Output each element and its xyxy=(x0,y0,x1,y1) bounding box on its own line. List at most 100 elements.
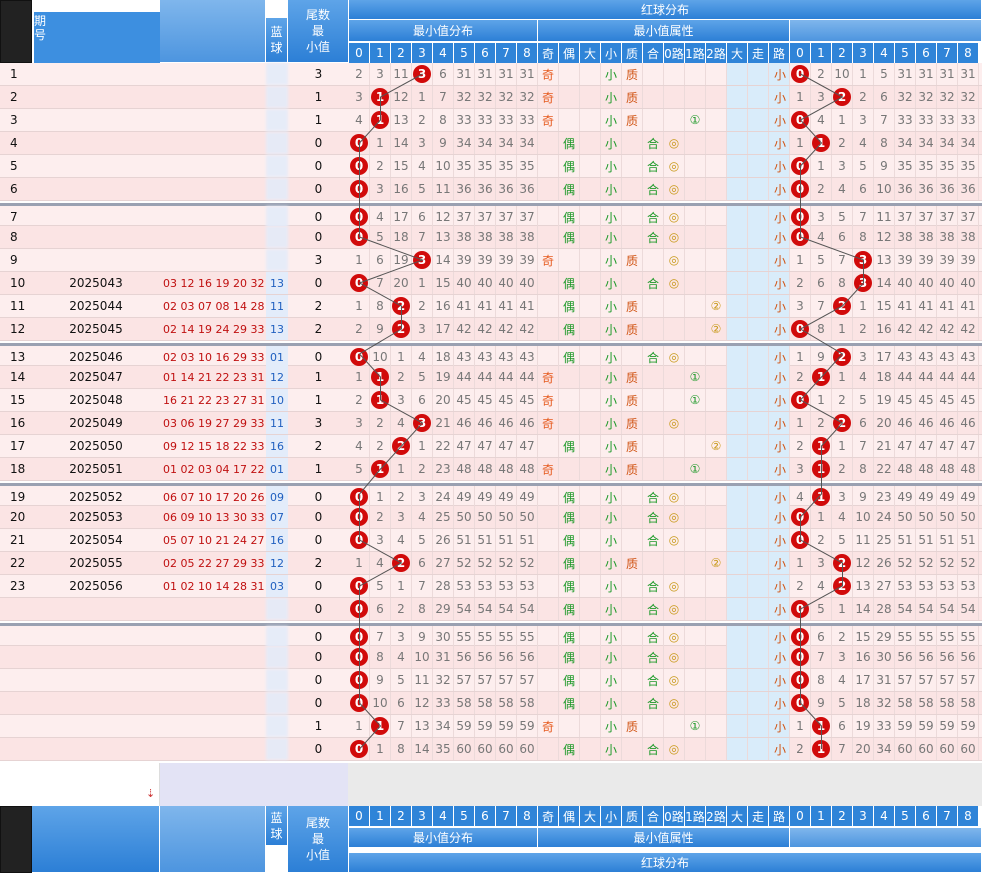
right-digit-cell: 41 xyxy=(937,295,958,317)
attribute-cell: ② xyxy=(706,295,727,317)
table-row[interactable]: 17 2025050 09 12 15 18 22 33 16 2 4 2 2 1 22 47 47 4… xyxy=(0,435,982,458)
table-row[interactable]: 14 2025047 01 14 21 22 23 31 12 1 1 1 2 5 19 44 44 4… xyxy=(0,366,982,389)
period-cell xyxy=(32,692,160,714)
attribute-cell xyxy=(706,155,727,177)
table-row[interactable]: 8 0 0 5 18 7 13 38 38 38 38 偶小合 ◎ 0 4 6 8 12 38 38 38 38 小 xyxy=(0,226,982,249)
table-row[interactable]: 0 0 1 8 14 35 60 60 60 60 偶小合 ◎ 2 1 7 20 34 60 60 60 60 小 xyxy=(0,738,982,761)
red-ball-marker: 0 xyxy=(791,628,809,646)
red-ball-marker: 0 xyxy=(350,348,368,366)
period-input[interactable]: ⇣ xyxy=(0,763,160,806)
attribute-cell xyxy=(685,295,706,317)
digit-header-7: 7 xyxy=(496,43,517,63)
table-row[interactable]: 9 3 1 6 19 3 14 39 39 39 39 奇小质 ◎ 1 5 7 3 13 39 39 39 39 小 xyxy=(0,249,982,272)
period-cell xyxy=(32,669,160,691)
red-numbers-cell: 01 14 21 22 23 31 xyxy=(163,370,265,384)
table-row[interactable]: 12 2025045 02 14 19 24 29 33 13 2 2 9 2 3 17 42 42 4… xyxy=(0,318,982,341)
table-row[interactable]: 0 0 10 6 12 33 58 58 58 58 偶小合 ◎ 0 9 5 18 32 58 58 58 58 小 xyxy=(0,692,982,715)
period-column-header xyxy=(32,806,160,873)
min-digit-cell: 2 xyxy=(391,598,412,620)
right-digit-cell: 6 xyxy=(853,412,874,434)
table-row[interactable]: 0 0 9 5 11 32 57 57 57 57 偶小合 ◎ 0 8 4 17 31 57 57 57 57 小 xyxy=(0,669,982,692)
row-index: 2 xyxy=(10,90,18,104)
attribute-cell: 偶 xyxy=(559,295,580,317)
attribute-cell xyxy=(622,529,643,551)
min-digit-cell: 33 xyxy=(475,109,496,131)
table-row[interactable]: 10 2025043 03 12 16 19 20 32 13 0 0 7 20 1 15 40 40… xyxy=(0,272,982,295)
min-digit-cell: 8 xyxy=(412,598,433,620)
right-digit-cell: 0 xyxy=(790,109,811,131)
min-digit-cell: 31 xyxy=(496,63,517,85)
tail-min-cell: 1 xyxy=(314,113,323,127)
attribute-cell xyxy=(706,692,727,714)
right-digit-cell: 2 xyxy=(853,318,874,340)
min-digit-cell: 34 xyxy=(496,132,517,154)
right-digit-cell: 34 xyxy=(937,132,958,154)
attribute-cell xyxy=(727,715,748,737)
blue-ball-cell xyxy=(266,669,288,691)
right-digit-cell: 60 xyxy=(895,738,916,760)
right-digit-cell: 1 xyxy=(811,389,832,411)
attr-header-1: 偶 xyxy=(559,43,580,63)
blue-ball-cell xyxy=(266,249,288,271)
table-row[interactable]: 2 1 3 1 12 1 7 32 32 32 32 奇小质 1 3 2 2 6 32 32 32 32 小 xyxy=(0,86,982,109)
attribute-cell xyxy=(622,178,643,200)
min-digit-cell: 51 xyxy=(517,529,538,551)
number-input-area[interactable] xyxy=(160,763,348,806)
table-row[interactable]: 6 0 0 3 16 5 11 36 36 36 36 偶小合 ◎ 0 2 4 6 10 36 36 36 36 小 xyxy=(0,178,982,201)
attr-header-3: 小 xyxy=(601,806,622,826)
min-digit-cell: 18 xyxy=(391,226,412,248)
right-distribution-cells: 3 1 2 8 22 48 48 48 48 xyxy=(790,458,979,480)
attribute-cell xyxy=(706,598,727,620)
attribute-cells: 偶小合 ◎ xyxy=(538,346,790,368)
table-row[interactable]: 7 0 0 4 17 6 12 37 37 37 37 偶小合 ◎ 0 3 5 7 11 37 37 37 37 小 xyxy=(0,203,982,228)
right-digit-cell: 55 xyxy=(937,626,958,648)
right-digit-cell: 1 xyxy=(811,458,832,480)
table-row[interactable]: 18 2025051 01 02 03 04 17 22 01 1 5 1 1 2 23 48 48 4… xyxy=(0,458,982,481)
table-row[interactable]: 15 2025048 16 21 22 23 27 31 10 1 2 1 3 6 20 45 45 4… xyxy=(0,389,982,412)
min-digit-cell: 6 xyxy=(370,249,391,271)
row-index: 20 xyxy=(10,510,26,524)
min-digit-cell: 41 xyxy=(475,295,496,317)
attribute-cell xyxy=(685,598,706,620)
table-row[interactable]: 0 0 6 2 8 29 54 54 54 54 偶小合 ◎ 0 5 1 14 28 54 54 54 54 小 xyxy=(0,598,982,621)
right-digit-cell: 51 xyxy=(916,529,937,551)
min-digit-cell: 36 xyxy=(517,178,538,200)
table-row[interactable]: 19 2025052 06 07 10 17 20 26 09 0 0 1 2 3 24 49 49 4… xyxy=(0,483,982,508)
table-row[interactable]: 22 2025055 02 05 22 27 29 33 12 2 1 4 2 6 27 52 52 5… xyxy=(0,552,982,575)
table-row[interactable]: 11 2025044 02 03 07 08 14 28 11 2 1 8 2 2 16 41 41 4… xyxy=(0,295,982,318)
row-index: 9 xyxy=(10,253,18,267)
min-digit-cell: 48 xyxy=(496,458,517,480)
table-row[interactable]: 4 0 0 1 14 3 9 34 34 34 34 偶小合 ◎ 1 1 2 4 8 34 34 34 34 小 xyxy=(0,132,982,155)
table-row[interactable]: 0 0 8 4 10 31 56 56 56 56 偶小合 ◎ 0 7 3 16 30 56 56 56 56 小 xyxy=(0,646,982,669)
table-row[interactable]: 3 1 4 1 13 2 8 33 33 33 33 奇小质 ① 0 4 1 3 7 33 33 33 33 小 xyxy=(0,109,982,132)
right-digit-cell: 50 xyxy=(916,506,937,528)
table-row[interactable]: 1 3 2 3 11 3 6 31 31 31 31 奇小质 0 2 10 1 5 31 31 31 31 小 xyxy=(0,63,982,86)
red-ball-marker: 0 xyxy=(350,208,368,226)
table-row[interactable]: 0 0 7 3 9 30 55 55 55 55 偶小合 ◎ 0 6 2 15 29 55 55 55 55 小 xyxy=(0,623,982,648)
min-digit-cell: 42 xyxy=(517,318,538,340)
table-row[interactable]: 23 2025056 01 02 10 14 28 31 03 0 0 5 1 7 28 53 53 5… xyxy=(0,575,982,598)
min-distribution-cells: 0 10 6 12 33 58 58 58 58 xyxy=(349,692,538,714)
attribute-cell xyxy=(685,435,706,457)
min-digit-cell: 6 xyxy=(370,598,391,620)
min-digit-cell: 37 xyxy=(454,206,475,228)
table-row[interactable]: 20 2025053 06 09 10 13 30 33 07 0 0 2 3 4 25 50 50 5… xyxy=(0,506,982,529)
table-row[interactable]: 16 2025049 03 06 19 27 29 33 11 3 3 2 4 3 21 46 46 4… xyxy=(0,412,982,435)
arrow-down-icon[interactable]: ⇣ xyxy=(146,787,156,800)
right-digit-cell: 14 xyxy=(874,272,895,294)
min-digit-cell: 7 xyxy=(391,715,412,737)
min-distribution-cells: 2 9 2 3 17 42 42 42 42 xyxy=(349,318,538,340)
attribute-cell: 偶 xyxy=(559,155,580,177)
right-digit-cell: 36 xyxy=(916,178,937,200)
table-row[interactable]: 21 2025054 05 07 10 21 24 27 16 0 0 3 4 5 26 51 51 5… xyxy=(0,529,982,552)
table-row[interactable]: 5 0 0 2 15 4 10 35 35 35 35 偶小合 ◎ 0 1 3 5 9 35 35 35 35 小 xyxy=(0,155,982,178)
min-digit-cell: 38 xyxy=(475,226,496,248)
attribute-cell xyxy=(580,178,601,200)
attribute-cell xyxy=(664,366,685,388)
table-row[interactable]: 1 1 1 7 13 34 59 59 59 59 奇小质 ① 1 1 6 19 33 59 59 59 59 小 xyxy=(0,715,982,738)
red-ball-marker: 0 xyxy=(350,134,368,152)
right-digit-cell: 4 xyxy=(811,109,832,131)
red-ball-marker: 2 xyxy=(833,414,851,432)
table-row[interactable]: 13 2025046 02 03 10 16 29 33 01 0 0 10 1 4 18 43 43… xyxy=(0,343,982,368)
